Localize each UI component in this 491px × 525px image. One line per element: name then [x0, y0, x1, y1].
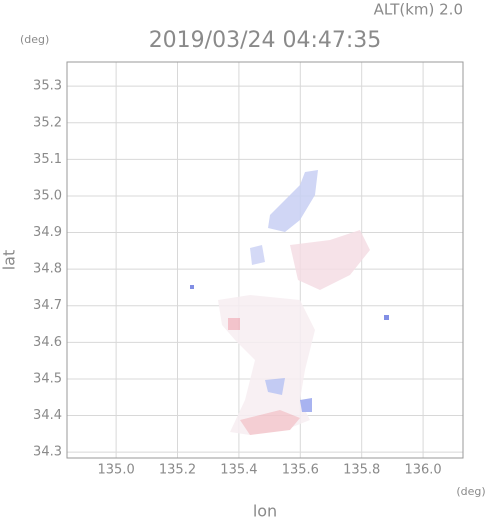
y-tick-label: 35.2	[33, 115, 62, 130]
y-tick-label: 34.9	[33, 225, 62, 240]
echo	[218, 295, 315, 435]
x-tick-label: 135.0	[98, 463, 135, 478]
y-tick-label: 35.3	[33, 79, 62, 94]
x-tick-label: 136.0	[404, 463, 441, 478]
echo	[290, 230, 370, 290]
y-tick-label: 34.4	[33, 408, 62, 423]
radar-echoes	[190, 170, 389, 435]
echo	[268, 170, 318, 232]
y-tick-label: 35.1	[33, 152, 62, 167]
y-unit: (deg)	[20, 33, 49, 46]
echo	[190, 285, 194, 289]
y-tick-label: 34.8	[33, 262, 62, 277]
chart-title: 2019/03/24 04:47:35	[149, 28, 382, 53]
y-tick-label: 35.0	[33, 188, 62, 203]
y-axis-label: lat	[0, 250, 19, 271]
y-tick-label: 34.5	[33, 371, 62, 386]
x-tick-label: 135.4	[220, 463, 257, 478]
y-tick-label: 34.7	[33, 298, 62, 313]
grid	[67, 62, 463, 458]
echo	[300, 398, 312, 412]
x-axis-label: lon	[253, 502, 277, 521]
y-tick-label: 34.6	[33, 335, 62, 350]
plot-frame	[66, 61, 464, 459]
x-unit: (deg)	[456, 485, 485, 498]
echo	[250, 245, 265, 265]
echo	[228, 318, 240, 330]
echo	[240, 410, 300, 435]
y-tick-label: 34.3	[33, 445, 62, 460]
x-tick-label: 135.6	[282, 463, 319, 478]
x-tick-label: 135.8	[343, 463, 380, 478]
echo	[384, 315, 389, 320]
x-tick-label: 135.2	[159, 463, 196, 478]
subtitle: ALT(km) 2.0	[374, 1, 463, 19]
echo	[265, 378, 285, 395]
